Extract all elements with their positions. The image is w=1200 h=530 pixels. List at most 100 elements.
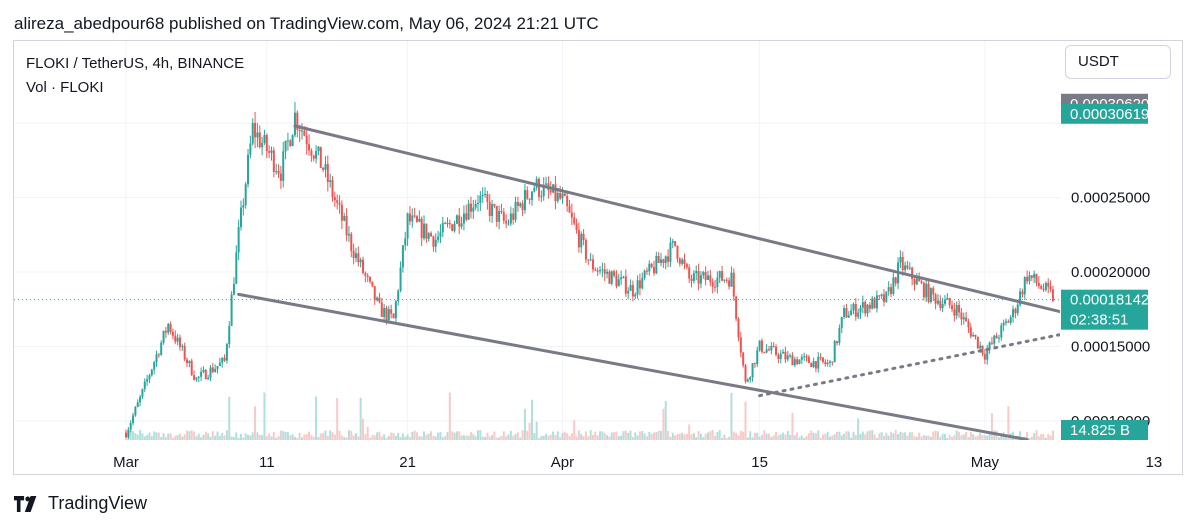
candle	[1051, 285, 1054, 303]
candle-body	[291, 135, 294, 147]
candle-body	[162, 330, 165, 343]
candle-body	[782, 351, 785, 354]
candle-body	[817, 356, 820, 369]
volume-bar	[791, 412, 794, 440]
volume-bar	[704, 433, 707, 440]
candle-body	[697, 270, 700, 284]
candle	[441, 216, 444, 238]
volume-label: 14.825 B	[1061, 420, 1148, 440]
candle-body	[434, 239, 437, 247]
volume-bar	[831, 435, 834, 440]
candle-body	[399, 267, 402, 291]
candle-body	[394, 301, 397, 319]
candle	[847, 311, 850, 318]
volume-bar	[840, 435, 843, 440]
candle	[1014, 307, 1017, 319]
candle-body	[716, 277, 719, 288]
candle-body	[847, 315, 850, 318]
candle-body	[200, 371, 203, 377]
candle	[636, 275, 639, 299]
candle-body	[561, 193, 564, 199]
currency-button[interactable]: USDT	[1065, 45, 1171, 79]
candle	[383, 304, 386, 322]
candle-body	[186, 359, 189, 364]
candle	[211, 362, 214, 374]
volume-bar	[174, 435, 177, 440]
candle	[711, 278, 714, 294]
candle-body	[882, 294, 885, 302]
candle-body	[467, 203, 470, 220]
candle	[333, 191, 336, 207]
volume-bar	[380, 436, 383, 440]
candle	[202, 366, 205, 374]
volume-bar	[936, 431, 939, 440]
candle	[1049, 280, 1052, 293]
candle	[218, 357, 221, 367]
volume-bar	[326, 435, 329, 440]
candle-body	[594, 269, 597, 271]
volume-bar	[512, 435, 515, 440]
candle	[566, 191, 569, 212]
candle	[242, 198, 245, 216]
candle-body	[566, 195, 569, 207]
candle-body	[838, 328, 841, 343]
volume-bar	[648, 431, 651, 440]
candle	[467, 199, 470, 220]
volume-bar	[939, 436, 942, 440]
volume-bar	[1005, 437, 1007, 440]
volume-bar	[155, 432, 158, 440]
candle	[723, 279, 726, 283]
candle	[432, 235, 435, 252]
volume-bar	[878, 433, 881, 440]
candle-body	[845, 308, 848, 318]
candle-body	[699, 275, 702, 284]
volume-bar	[214, 435, 217, 440]
candle	[427, 231, 430, 242]
volume-bar	[594, 431, 597, 440]
candle	[1042, 283, 1045, 292]
candle	[688, 264, 691, 283]
candle	[1009, 314, 1012, 326]
volume-bar	[875, 437, 878, 440]
candle	[772, 342, 775, 348]
candle-body	[789, 355, 792, 357]
volume-bar	[404, 436, 407, 440]
volume-bar	[225, 430, 228, 440]
candle	[134, 406, 137, 417]
volume-bar	[542, 435, 545, 440]
candle	[878, 294, 881, 301]
candle	[214, 364, 217, 373]
volume-legend[interactable]: Vol · FLOKI	[26, 79, 104, 96]
volume-bar	[150, 436, 153, 440]
candle-body	[160, 342, 163, 355]
candle-body	[268, 151, 271, 153]
candle	[519, 201, 522, 208]
symbol-legend[interactable]: FLOKI / TetherUS, 4h, BINANCE	[26, 55, 245, 72]
volume-bar	[1007, 406, 1010, 440]
candle	[291, 134, 294, 147]
candle-body	[239, 207, 242, 228]
candle-body	[857, 312, 860, 317]
volume-bar	[324, 430, 327, 440]
tradingview-branding[interactable]: TradingView	[14, 493, 147, 514]
candle	[439, 224, 442, 244]
volume-bar	[692, 433, 695, 440]
candle-body	[749, 377, 752, 380]
volume-bar	[908, 432, 911, 440]
candle	[810, 362, 813, 368]
candle-body	[718, 271, 721, 278]
candle	[261, 136, 264, 156]
candle-body	[692, 273, 695, 281]
volume-bar	[986, 435, 989, 440]
volume-bar	[420, 436, 423, 440]
candle	[735, 295, 738, 322]
candle	[1012, 305, 1015, 323]
volume-bar	[258, 434, 261, 440]
candle-body	[181, 345, 184, 347]
candle-body	[859, 307, 862, 313]
candle-body	[615, 275, 618, 287]
candle-body	[812, 361, 815, 367]
volume-bar	[239, 434, 242, 440]
candle-body	[474, 203, 477, 208]
